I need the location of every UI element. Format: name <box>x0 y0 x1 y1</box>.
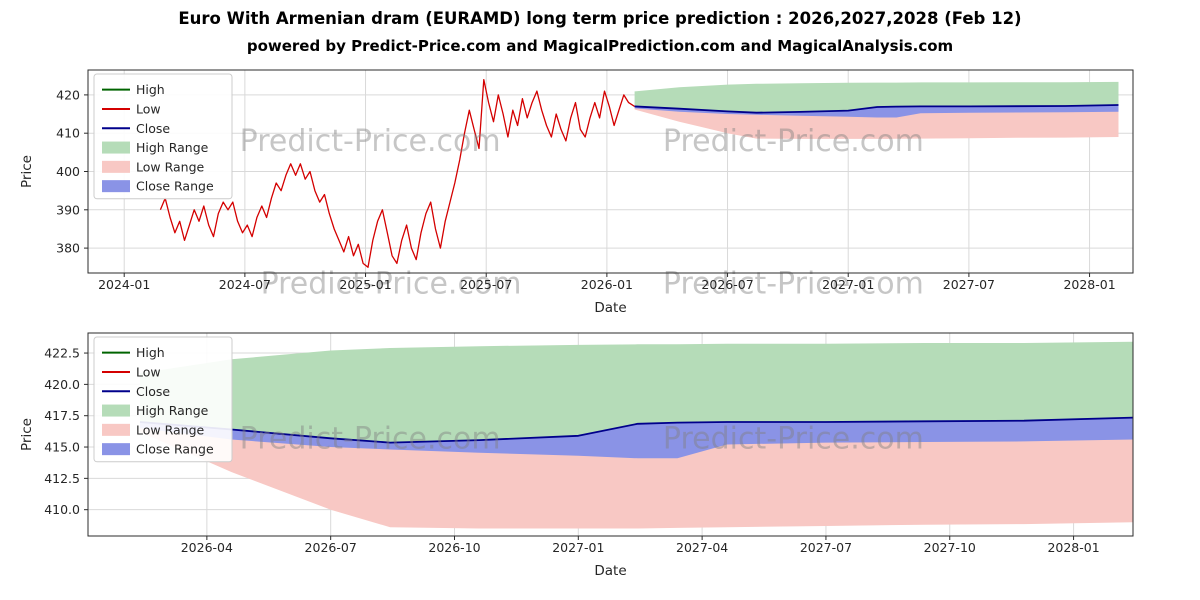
x-tick-label: 2027-01 <box>552 540 604 555</box>
price-history-chart: Predict-Price.com Predict-Price.com Predic… <box>19 69 1134 316</box>
y-tick-label: 410.0 <box>44 502 80 517</box>
y-tick-label: 410 <box>56 126 80 141</box>
page-title: Euro With Armenian dram (EURAMD) long te… <box>178 9 1022 28</box>
y-tick-label: 380 <box>56 241 80 256</box>
x-axis-label: Date <box>594 563 626 579</box>
legend-label: High <box>136 345 165 360</box>
y-tick-label: 417.5 <box>44 408 80 423</box>
x-tick-label: 2025-01 <box>339 277 391 292</box>
y-tick-label: 400 <box>56 164 80 179</box>
y-tick-label: 412.5 <box>44 471 80 486</box>
x-tick-label: 2027-10 <box>924 540 976 555</box>
legend-label: High Range <box>136 403 209 418</box>
legend-patch-sample <box>102 443 130 456</box>
legend-label: Close Range <box>136 179 214 194</box>
watermark-text: Predict-Price.com <box>663 422 924 457</box>
y-tick-label: 415.0 <box>44 440 80 455</box>
x-tick-label: 2026-10 <box>428 540 480 555</box>
legend-patch-sample <box>102 141 130 154</box>
x-tick-label: 2028-01 <box>1063 277 1115 292</box>
high-range-band <box>634 81 1119 113</box>
x-tick-label: 2026-07 <box>701 277 753 292</box>
y-tick-label: 390 <box>56 202 80 217</box>
legend-patch-sample <box>102 423 130 436</box>
close-prediction-line <box>139 416 1134 444</box>
watermark-text: Predict-Price.com <box>240 422 501 457</box>
close-range-band <box>140 417 1133 459</box>
y-axis-label: Price <box>19 418 35 451</box>
plot-border <box>87 332 1134 537</box>
y-tick-label: 422.5 <box>44 346 80 361</box>
watermark-text: Predict-Price.com <box>663 124 924 159</box>
x-tick-label: 2026-04 <box>181 540 233 555</box>
low-history-line <box>159 78 635 268</box>
y-axis-label: Price <box>19 155 35 188</box>
x-tick-label: 2027-04 <box>676 540 728 555</box>
x-tick-label: 2026-01 <box>581 277 633 292</box>
legend-patch-sample <box>102 404 130 417</box>
legend-label: Low Range <box>136 422 205 437</box>
x-tick-label: 2024-07 <box>219 277 271 292</box>
watermark-text: Predict-Price.com <box>240 124 501 159</box>
legend-label: Low <box>136 364 161 379</box>
legend-label: Low <box>136 101 161 116</box>
x-tick-label: 2024-01 <box>98 277 150 292</box>
close-range-band <box>634 105 1119 118</box>
x-tick-label: 2027-01 <box>822 277 874 292</box>
y-tick-label: 420.0 <box>44 377 80 392</box>
high-range-band <box>140 341 1133 443</box>
prediction-detail-chart: Predict-Price.com Predict-Price.com 2026-0… <box>19 332 1134 579</box>
x-tick-label: 2027-07 <box>800 540 852 555</box>
legend-patch-sample <box>102 180 130 193</box>
x-axis-label: Date <box>594 300 626 316</box>
page-subtitle: powered by Predict-Price.com and Magical… <box>246 37 954 55</box>
legend-label: High Range <box>136 140 209 155</box>
x-tick-label: 2028-01 <box>1047 540 1099 555</box>
close-prediction-line <box>634 104 1119 114</box>
legend-label: High <box>136 82 165 97</box>
x-tick-label: 2027-07 <box>943 277 995 292</box>
y-tick-label: 420 <box>56 87 80 102</box>
legend-label: Close Range <box>136 442 214 457</box>
legend-label: Close <box>136 121 170 136</box>
watermark-text: Predict-Price.com <box>663 266 924 301</box>
legend-label: Low Range <box>136 159 205 174</box>
watermark-text: Predict-Price.com <box>261 266 522 301</box>
legend-label: Close <box>136 384 170 399</box>
x-tick-label: 2026-07 <box>305 540 357 555</box>
legend-patch-sample <box>102 160 130 173</box>
x-tick-label: 2025-07 <box>460 277 512 292</box>
